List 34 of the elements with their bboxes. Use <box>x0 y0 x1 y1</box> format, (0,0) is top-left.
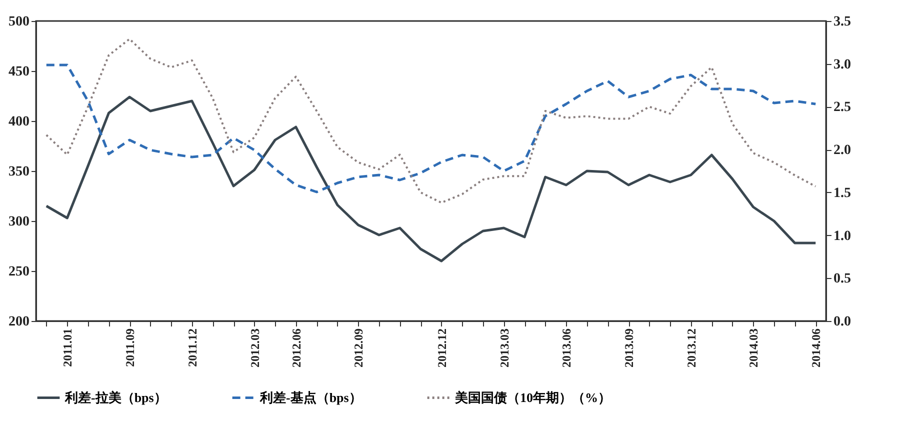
y2-tick-label: 0.0 <box>834 314 851 330</box>
y-tick-label: 350 <box>8 164 30 180</box>
legend-label: 美国国债（10年期）（%） <box>454 390 611 405</box>
legend-label: 利差-基点（bps） <box>259 390 362 405</box>
y-tick-label: 400 <box>8 114 30 130</box>
y2-tick-label: 0.5 <box>834 272 851 287</box>
x-tick-label: 2012.12 <box>434 328 449 368</box>
line-series <box>45 64 817 194</box>
x-tick-label: 2011.12 <box>185 328 200 367</box>
y2-tick-label: 3.0 <box>834 57 851 72</box>
y-tick-label: 250 <box>8 264 30 280</box>
y-tick-label: 300 <box>8 214 30 230</box>
y-tick-label: 500 <box>8 14 30 30</box>
x-tick-label: 2013.09 <box>622 328 636 368</box>
x-tick-label: 2014.03 <box>746 328 761 368</box>
x-tick-label: 2012.06 <box>289 328 304 368</box>
x-tick-label: 2012.03 <box>248 328 262 368</box>
y2-tick-label: 3.5 <box>834 14 851 30</box>
y-tick-label: 450 <box>8 64 30 80</box>
x-tick-label: 2012.09 <box>352 328 366 368</box>
y2-tick-label: 2.5 <box>834 100 851 116</box>
x-tick-label: 2014.06 <box>809 328 824 368</box>
x-tick-label: 2013.12 <box>684 328 698 368</box>
x-tick-label: 2011.01 <box>60 328 75 367</box>
x-tick-label: 2013.06 <box>560 328 574 368</box>
line-series <box>45 38 817 204</box>
line-series <box>45 96 817 262</box>
y2-tick-label: 1.0 <box>834 228 851 244</box>
y2-tick-label: 2.0 <box>834 143 851 158</box>
x-tick-label: 2013.03 <box>497 328 512 368</box>
y-tick-label: 200 <box>8 314 30 330</box>
legend-label: 利差-拉美（bps） <box>64 390 167 405</box>
y2-tick-label: 1.5 <box>834 186 851 201</box>
x-tick-label: 2011.09 <box>123 328 138 367</box>
